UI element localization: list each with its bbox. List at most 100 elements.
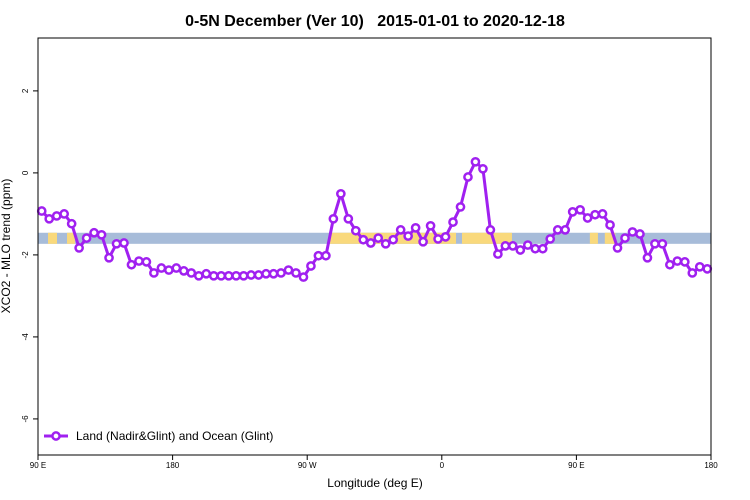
data-point: [605, 220, 615, 230]
x-axis-title: Longitude (deg E): [327, 476, 422, 490]
chart-title: 0-5N December (Ver 10) 2015-01-01 to 202…: [185, 13, 565, 30]
data-point: [657, 238, 668, 249]
data-point: [358, 234, 369, 245]
data-point: [537, 243, 548, 254]
data-point: [575, 204, 585, 215]
data-point: [208, 270, 219, 281]
data-point: [425, 220, 436, 231]
data-point: [582, 213, 593, 223]
data-point: [650, 238, 660, 249]
data-point: [149, 268, 159, 278]
data-point: [126, 259, 137, 270]
data-point: [96, 229, 107, 240]
data-point: [493, 249, 503, 259]
plot-frame: [37, 37, 712, 456]
data-point: [104, 252, 114, 263]
data-point: [463, 172, 473, 182]
data-point: [635, 229, 645, 239]
data-point: [156, 263, 167, 273]
data-point: [620, 233, 630, 243]
data-point: [343, 213, 354, 224]
data-point: [507, 241, 518, 251]
data-point: [283, 265, 294, 275]
data-point: [291, 268, 301, 278]
data-point: [186, 268, 197, 278]
data-point: [66, 218, 77, 229]
data-point: [597, 209, 608, 219]
data-point: [59, 209, 70, 219]
data-point: [178, 266, 189, 276]
data-point: [171, 263, 182, 273]
data-point: [410, 222, 421, 233]
data-point: [665, 259, 675, 270]
x-tick-label: 90 W: [298, 461, 317, 470]
y-tick-label: 2: [21, 88, 30, 93]
data-point: [627, 227, 638, 237]
data-point: [672, 256, 683, 266]
data-point: [485, 225, 496, 235]
data-point: [687, 268, 698, 278]
data-point: [642, 252, 653, 263]
data-point: [216, 270, 227, 281]
data-point: [388, 234, 399, 245]
x-tick-label: 90 E: [568, 461, 584, 470]
data-point: [350, 225, 361, 236]
data-point: [51, 211, 62, 221]
data-point: [313, 250, 324, 261]
data-point: [164, 265, 174, 275]
legend-marker: [51, 431, 61, 441]
x-tick-label: 0: [440, 461, 445, 470]
data-point: [193, 270, 204, 281]
legend-label: Land (Nadir&Glint) and Ocean (Glint): [76, 429, 273, 443]
data-point: [81, 233, 92, 243]
data-point: [119, 238, 129, 248]
data-point: [679, 257, 690, 267]
data-point: [223, 270, 234, 281]
data-point: [500, 241, 511, 251]
data-point: [268, 268, 279, 279]
data-point: [111, 238, 122, 249]
data-point: [336, 188, 346, 199]
data-point: [440, 232, 451, 242]
data-point: [380, 238, 391, 249]
data-point: [365, 238, 376, 248]
x-tick-label: 180: [166, 461, 180, 470]
data-point: [403, 231, 413, 241]
data-point: [455, 202, 466, 212]
data-point: [612, 243, 623, 253]
land-segment: [604, 232, 616, 244]
data-point: [433, 234, 443, 244]
x-tick-label: 180: [704, 461, 718, 470]
land-segment: [48, 232, 57, 244]
data-point: [201, 268, 212, 279]
data-point: [552, 225, 563, 235]
data-point: [545, 234, 556, 244]
data-point: [590, 209, 600, 220]
data-point: [448, 217, 458, 227]
data-point: [478, 163, 488, 174]
data-point: [276, 268, 286, 278]
y-tick-label: -6: [21, 415, 30, 423]
data-point: [36, 206, 47, 216]
data-point: [373, 233, 384, 243]
data-point: [522, 240, 533, 250]
data-point: [253, 270, 264, 280]
data-point: [694, 261, 705, 272]
y-axis-title: XCO2 - MLO trend (ppm): [0, 179, 13, 314]
data-point: [560, 225, 571, 235]
data-point: [567, 207, 578, 217]
land-segment: [461, 232, 512, 244]
data-point: [231, 270, 242, 281]
data-point: [141, 257, 152, 267]
land-segment: [589, 232, 598, 244]
data-point: [238, 270, 249, 281]
y-tick-label: -4: [21, 333, 30, 341]
data-point: [246, 270, 256, 280]
data-point: [74, 243, 84, 253]
data-point: [515, 245, 526, 255]
data-point: [306, 261, 316, 271]
data-point: [134, 256, 144, 266]
y-tick-label: 0: [21, 170, 30, 175]
data-point: [328, 213, 339, 224]
